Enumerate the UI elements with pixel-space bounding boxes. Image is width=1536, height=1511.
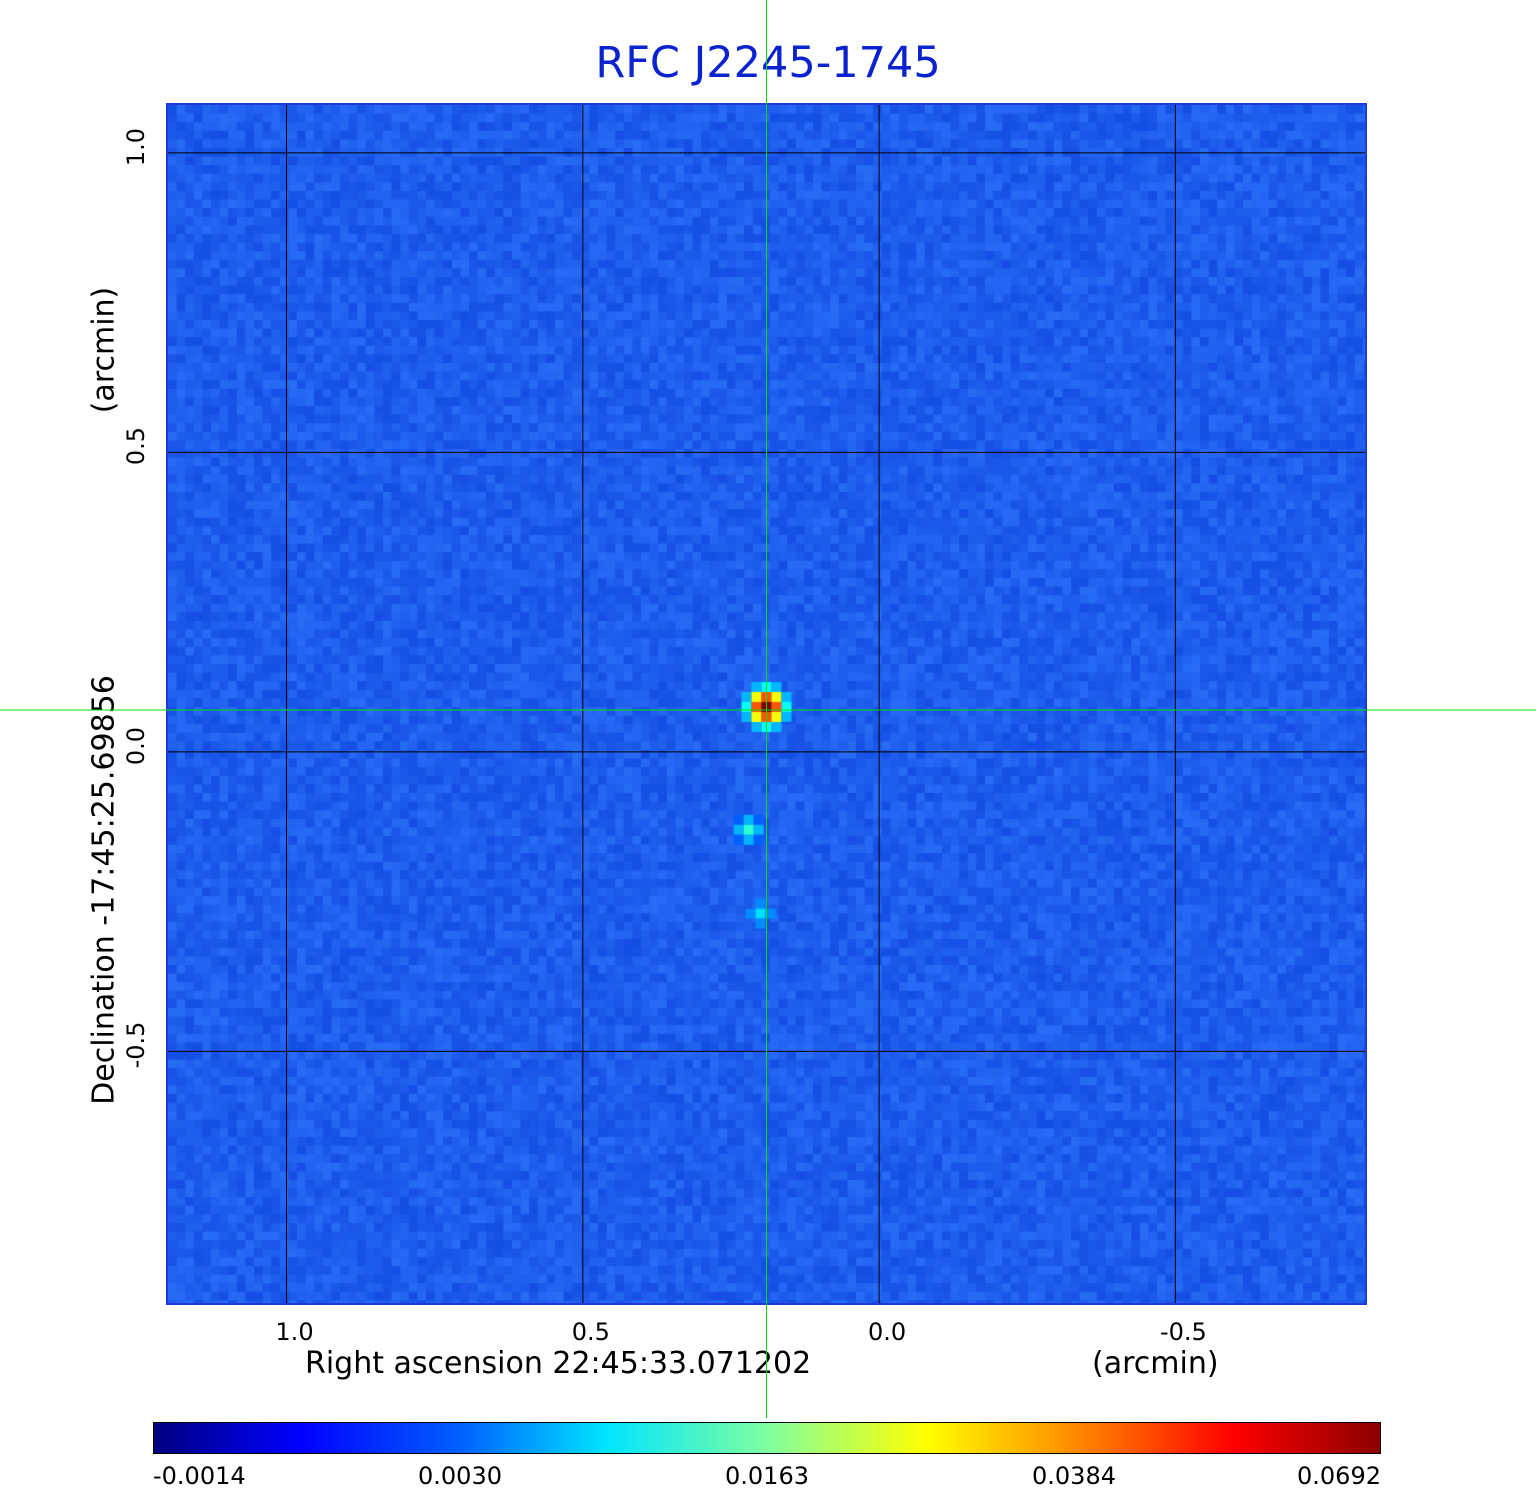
source-mark-2 bbox=[760, 913, 762, 915]
colorbar-tick-label: -0.0014 bbox=[153, 1462, 246, 1490]
x-axis-label: Right ascension 22:45:33.071202 bbox=[305, 1346, 812, 1381]
x-tick-label: 0.5 bbox=[571, 1318, 610, 1346]
x-tick-label: 0.0 bbox=[867, 1318, 907, 1346]
colorbar bbox=[153, 1422, 1381, 1454]
y-tick-label: 0.5 bbox=[122, 427, 150, 466]
map-overlay bbox=[168, 105, 1365, 1303]
colorbar-tick-label: 0.0030 bbox=[418, 1462, 502, 1490]
y-axis-label: Declination -17:45:25.69856 bbox=[86, 675, 122, 1105]
source-mark-0 bbox=[766, 706, 768, 708]
y-tick-label: -0.5 bbox=[122, 1021, 150, 1069]
colorbar-tick-label: 0.0692 bbox=[1297, 1462, 1381, 1490]
x-axis-unit: (arcmin) bbox=[1092, 1346, 1219, 1381]
source-mark-1 bbox=[748, 829, 750, 831]
chart-title: RFC J2245-1745 bbox=[595, 38, 941, 88]
colorbar-tick-label: 0.0384 bbox=[1032, 1462, 1116, 1490]
x-tick-label: -0.5 bbox=[1159, 1318, 1207, 1346]
colorbar-tick-label: 0.0163 bbox=[725, 1462, 809, 1490]
y-tick-label: 1.0 bbox=[122, 127, 150, 166]
y-axis-unit: (arcmin) bbox=[86, 286, 122, 414]
image-map[interactable] bbox=[166, 103, 1367, 1305]
x-tick-label: 1.0 bbox=[275, 1318, 314, 1346]
y-tick-label: 0.0 bbox=[122, 726, 150, 765]
